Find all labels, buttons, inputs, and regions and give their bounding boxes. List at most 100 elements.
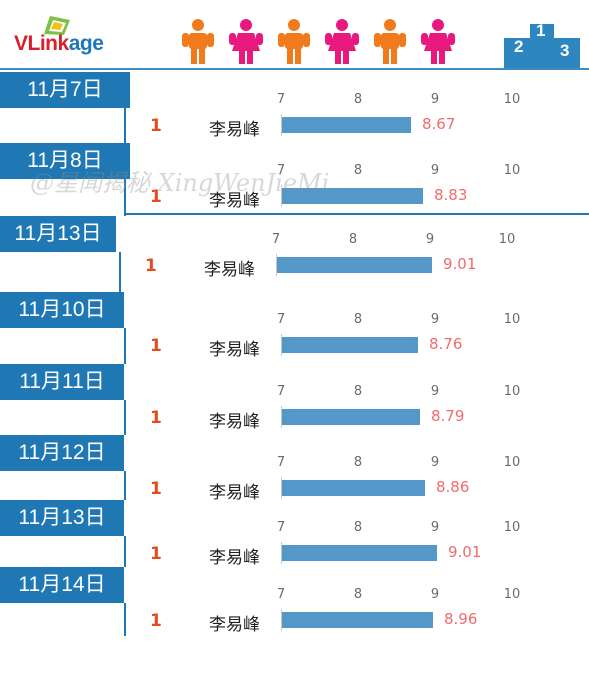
axis-tick-label: 7 [276,384,286,399]
artist-name: 李易峰 [204,260,255,280]
date-tab: 11月8日 [0,143,130,179]
chart-panel: 11月14日 1 李易峰 7 8 9 10 8.96 [0,567,589,636]
axis-tick-label: 9 [430,384,440,399]
axis-tick-label: 8 [353,92,363,107]
chart-panel: 11月10日 1 李易峰 7 8 9 10 8.76 [0,292,589,364]
date-tab: 11月14日 [0,567,124,603]
axis-tick-label: 9 [430,455,440,470]
score-bar [282,480,425,496]
score-value-label: 8.76 [429,335,463,353]
score-bar [282,117,411,133]
svg-text:1: 1 [536,21,545,40]
brand-part2: age [68,32,104,55]
axis-line [276,254,277,276]
artist-name: 李易峰 [209,120,260,140]
section-divider [124,213,589,215]
score-bar [282,337,418,353]
axis-tick-label: 8 [353,520,363,535]
people-icons [182,19,455,64]
axis-tick-label: 8 [353,384,363,399]
chart-panel: 11月13日 1 李易峰 7 8 9 10 9.01 [0,216,589,292]
score-value-label: 9.01 [443,255,477,273]
panel-divider [124,108,126,143]
date-tab: 11月13日 [0,216,116,252]
vlinkage-logo-icon [44,16,70,35]
axis-line [281,185,282,207]
header: VLinkage 2 1 3 [0,0,589,70]
axis-line [281,406,282,428]
score-bar [282,612,433,628]
chart-panel: 11月11日 1 李易峰 7 8 9 10 8.79 [0,364,589,435]
score-value-label: 8.83 [434,186,468,204]
axis-tick-label: 10 [498,232,516,247]
artist-name: 李易峰 [209,191,260,211]
axis-tick-label: 9 [425,232,435,247]
score-value-label: 8.67 [422,115,456,133]
axis-tick-label: 7 [276,455,286,470]
chart-panel: 11月12日 1 李易峰 7 8 9 10 8.86 [0,435,589,503]
svg-text:3: 3 [560,41,569,60]
rank-number: 1 [150,116,162,136]
score-bar [282,545,437,561]
rank-number: 1 [150,187,162,207]
podium-icon: 2 1 3 [504,21,580,70]
female-icon [421,19,455,64]
male-icon [374,19,406,64]
axis-tick-label: 7 [276,163,286,178]
axis-line [281,477,282,499]
rank-number: 1 [150,544,162,564]
axis-tick-label: 7 [276,587,286,602]
female-icon [325,19,359,64]
watermark: @星闻揭秘 XingWenJieMi [30,169,330,197]
axis-tick-label: 9 [430,92,440,107]
chart-panel: 11月13日 1 李易峰 7 8 9 10 9.01 [0,500,589,568]
rank-number: 1 [150,336,162,356]
female-icon [229,19,263,64]
axis-tick-label: 9 [430,163,440,178]
svg-text:2: 2 [514,37,523,56]
chart-panel: 11月7日 1 李易峰 7 8 9 10 8.67 [0,72,589,143]
axis-tick-label: 10 [503,92,521,107]
axis-tick-label: 8 [348,232,358,247]
axis-line [281,114,282,136]
artist-name: 李易峰 [209,483,260,503]
panel-divider [124,328,126,364]
score-bar [282,188,423,204]
panel-divider [124,471,126,500]
axis-line [281,609,282,631]
panel-divider [124,603,126,636]
rank-number: 1 [150,408,162,428]
axis-tick-label: 8 [353,587,363,602]
axis-tick-label: 10 [503,312,521,327]
panel-divider [119,252,121,292]
date-tab: 11月11日 [0,364,124,400]
male-icon [182,19,214,64]
panel-divider [124,536,126,567]
brand-logo: VLinkage [14,32,104,56]
artist-name: 李易峰 [209,548,260,568]
axis-line [281,542,282,564]
score-value-label: 8.86 [436,478,470,496]
artist-name: 李易峰 [209,340,260,360]
rank-number: 1 [150,611,162,631]
score-value-label: 8.96 [444,610,478,628]
score-bar [282,409,420,425]
panel-divider [124,400,126,435]
date-tab: 11月10日 [0,292,124,328]
axis-tick-label: 8 [353,312,363,327]
male-icon [278,19,310,64]
panel-divider [124,179,126,216]
header-divider [0,68,589,70]
axis-line [281,334,282,356]
axis-tick-label: 9 [430,587,440,602]
rank-number: 1 [145,256,157,276]
axis-tick-label: 7 [276,312,286,327]
axis-tick-label: 10 [503,587,521,602]
axis-tick-label: 9 [430,312,440,327]
axis-tick-label: 7 [276,520,286,535]
date-tab: 11月12日 [0,435,124,471]
rank-number: 1 [150,479,162,499]
axis-tick-label: 8 [353,163,363,178]
artist-name: 李易峰 [209,412,260,432]
axis-tick-label: 9 [430,520,440,535]
